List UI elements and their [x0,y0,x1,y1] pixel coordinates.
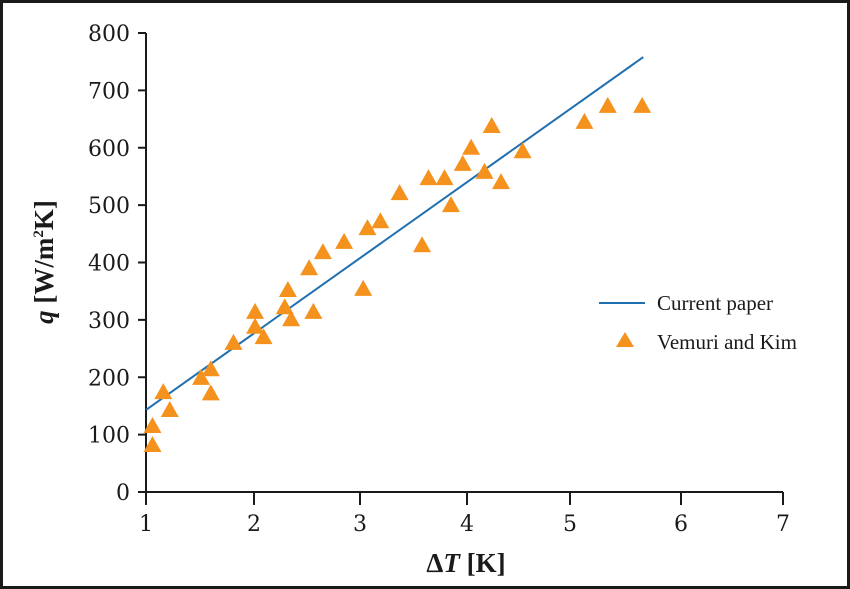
data-point-triangle [419,169,438,186]
data-point-triangle [254,328,273,345]
series-line-current-paper [145,56,644,411]
x-tick-label: 3 [353,512,367,537]
data-point-triangle [246,302,265,319]
data-point-triangle [143,417,162,434]
y-tick-label: 600 [88,137,130,162]
data-point-triangle [313,243,332,260]
data-point-triangle [300,259,319,276]
data-point-triangle [453,154,472,171]
y-tick-label: 500 [88,194,130,219]
y-tick-label: 300 [88,309,130,334]
data-point-triangle [633,96,652,113]
x-tick-label: 6 [674,512,688,537]
y-tick-label: 100 [88,424,130,449]
data-point-triangle [491,173,510,190]
data-point-triangle [154,383,173,400]
data-point-triangle [371,212,390,229]
data-point-triangle [282,310,301,327]
data-point-triangle [224,333,243,350]
x-tick-label: 2 [247,512,261,537]
data-point-triangle [513,142,532,159]
legend-label-current-paper: Current paper [657,291,773,315]
series [143,56,652,452]
data-point-triangle [278,281,297,298]
data-point-triangle [598,96,617,113]
data-point-triangle [575,112,594,129]
legend: Current paper Vemuri and Kim [599,291,797,354]
data-point-triangle [354,279,373,296]
data-point-triangle [335,232,354,249]
data-point-triangle [475,162,494,179]
data-point-triangle [160,400,179,417]
x-tick-label: 5 [563,512,577,537]
data-point-triangle [358,219,377,236]
data-point-triangle [482,116,501,133]
y-tick-label: 200 [88,366,130,391]
y-tick-label: 700 [88,79,130,104]
data-point-triangle [304,302,323,319]
data-point-triangle [201,384,220,401]
data-point-triangle [275,298,294,315]
data-point-triangle [390,184,409,201]
data-point-triangle [246,317,265,334]
data-point-triangle [462,138,481,155]
data-point-triangle [413,236,432,253]
axes: 0 100 200 300 400 500 600 700 800 1 2 3 4 5 6 7 [88,22,790,537]
x-tick-label: 4 [460,512,474,537]
x-tick-label: 1 [139,512,153,537]
x-tick-label: 7 [776,512,790,537]
data-point-triangle [143,435,162,452]
data-point-triangle [441,196,460,213]
x-axis-title: ΔT [K] [426,548,505,578]
data-point-triangle [435,169,454,186]
legend-triangle-icon [616,332,634,347]
y-tick-label: 0 [116,481,130,506]
y-tick-label: 800 [88,22,130,47]
data-point-triangle [201,360,220,377]
legend-label-vemuri-kim: Vemuri and Kim [657,330,797,354]
y-axis-title: q [W/m2K] [29,200,59,324]
data-point-triangle [192,368,211,385]
y-tick-label: 400 [88,252,130,277]
